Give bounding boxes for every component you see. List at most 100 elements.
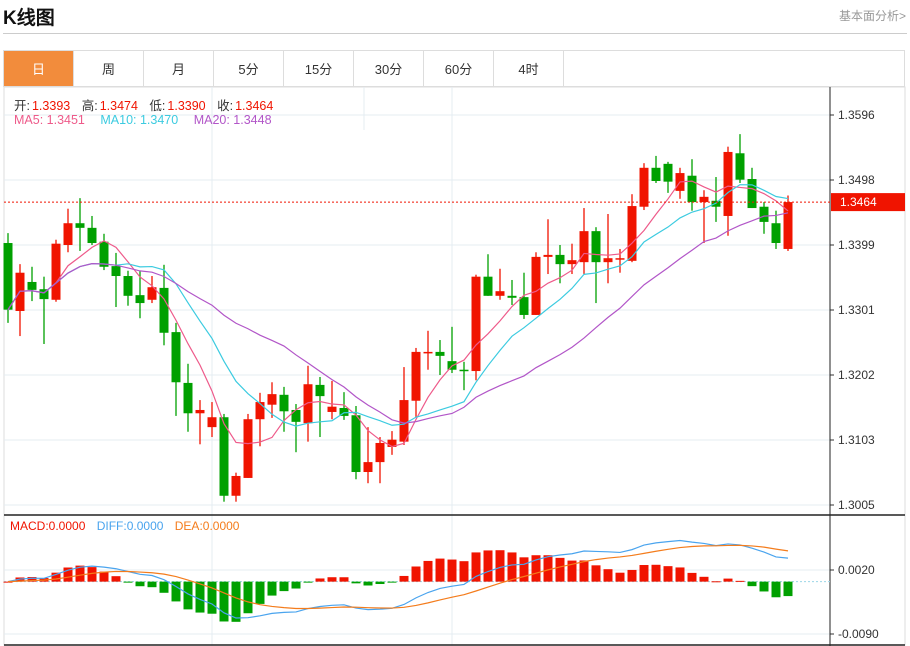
macd-bar [291,581,301,589]
macd-bar [639,565,649,582]
macd-bar [51,572,61,582]
dea-value: DEA:0.0000 [174,519,240,533]
macd-bar [351,581,361,584]
macd-bar [327,577,337,582]
ohlc-legend: 开: 1.3393 高: 1.3474 低: 1.3390 收: 1.3464 [14,95,275,114]
macd-legend: MACD:0.0000 DIFF:0.0000 DEA:0.0000 [10,519,241,533]
macd-bar [423,560,433,582]
macd-bar [747,581,757,587]
diff-value: DIFF:0.0000 [96,519,164,533]
macd-bar [87,567,97,582]
macd-bar [783,581,793,597]
candle-down [111,266,121,277]
candle-up [207,417,217,428]
tab-3[interactable]: 5分 [214,51,284,86]
candle-down [351,415,361,473]
macd-bar [27,577,37,582]
candle-down [759,206,769,222]
candle-down [279,394,289,412]
candle-up [387,439,397,447]
macd-bar [591,565,601,582]
candle-down [771,223,781,244]
candle-down [591,231,601,263]
macd-tick-label: -0.0090 [838,627,879,641]
candle-up [243,419,253,478]
macd-bar [243,581,253,614]
close-value: 1.3464 [235,99,274,113]
macd-bar [159,581,169,593]
macd-bar [495,550,505,582]
candle-up [723,151,733,216]
candle-up [231,475,241,496]
tab-5[interactable]: 30分 [354,51,424,86]
macd-bar [279,581,289,592]
candle-down [3,243,13,310]
candle-down [735,153,745,180]
low-value: 1.3390 [167,99,206,113]
fundamental-analysis-link[interactable]: 基本面分析> [838,9,906,23]
macd-bar [183,581,193,610]
price-tick-label: 1.3005 [838,498,875,512]
candle-up [531,256,541,315]
macd-bar [339,577,349,582]
macd-bar [519,557,529,582]
macd-bar [231,581,241,622]
macd-bar [399,575,409,582]
tab-2[interactable]: 月 [144,51,214,86]
macd-bar [99,571,109,582]
divider [3,33,907,34]
tab-0[interactable]: 日 [4,51,74,86]
macd-bar [267,581,277,596]
tab-4[interactable]: 15分 [284,51,354,86]
macd-bar [135,581,145,587]
macd-bar [759,581,769,592]
candle-up [543,254,553,257]
price-tick-label: 1.3498 [838,173,875,187]
ma5-value: MA5: 1.3451 [14,113,85,127]
tab-1[interactable]: 周 [74,51,144,86]
macd-tick-label: 0.0020 [838,563,875,577]
candle-up [303,384,313,424]
candle-down [291,409,301,422]
macd-bar [411,566,421,582]
macd-bar [615,572,625,582]
macd-bar [699,576,709,582]
macd-bar [735,580,745,582]
macd-bar [483,550,493,582]
macd-bar [459,561,469,582]
price-tick-label: 1.3202 [838,368,875,382]
macd-bar [555,557,565,582]
candle-up [615,258,625,260]
high-label: 高: [81,99,98,113]
macd-bar [255,581,265,604]
open-label: 开: [14,99,30,113]
ma20-value: MA20: 1.3448 [193,113,272,127]
price-tick-label: 1.3399 [838,238,875,252]
candle-up [255,402,265,420]
macd-bar [63,567,73,582]
high-value: 1.3474 [99,99,138,113]
last-price-label: 1.3464 [840,195,877,209]
candle-down [339,407,349,416]
last-price-badge [831,193,905,212]
candle-up [639,167,649,207]
candle-down [663,163,673,182]
ma5-line [7,180,789,448]
candle-down [519,297,529,315]
tab-7[interactable]: 4时 [494,51,564,86]
candle-down [159,287,169,333]
low-label: 低: [149,99,166,113]
candle-up [579,231,589,263]
candle-down [651,167,661,181]
macd-bar [687,572,697,582]
macd-bar [147,581,157,588]
tab-6[interactable]: 60分 [424,51,494,86]
candle-down [555,254,565,265]
macd-bar [375,581,385,585]
macd-bar [111,576,121,582]
macd-bar [663,566,673,582]
candle-down [39,289,49,300]
candle-up [495,291,505,296]
price-tick-label: 1.3103 [838,433,875,447]
